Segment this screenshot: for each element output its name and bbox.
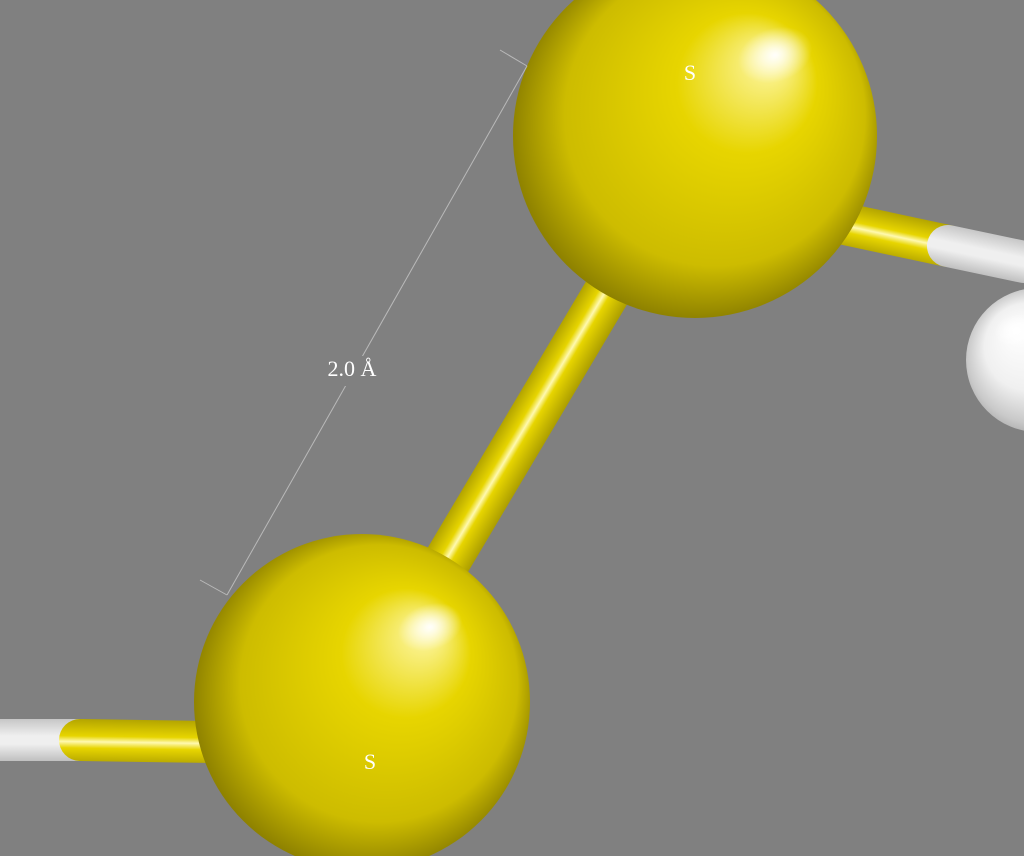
atom-s-bottom xyxy=(194,534,530,856)
bond-s2-h xyxy=(80,740,213,742)
atom-label-s-bottom: S xyxy=(364,749,376,774)
bond-s1-h xyxy=(948,246,1024,262)
molecule-viewport[interactable]: 2.0 Å S S xyxy=(0,0,1024,856)
atom-label-s-top: S xyxy=(684,60,696,85)
dimension-label: 2.0 Å xyxy=(328,356,377,381)
molecule-svg: 2.0 Å S S xyxy=(0,0,1024,856)
